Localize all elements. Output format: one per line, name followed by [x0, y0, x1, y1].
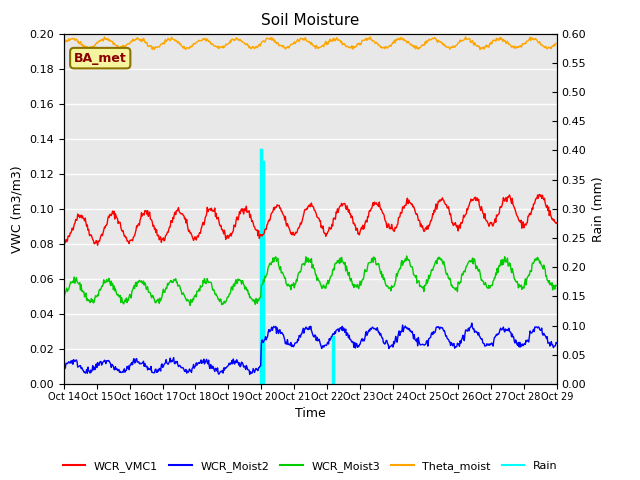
- WCR_Moist2: [60, 363, 68, 369]
- Theta_moist: [69, 36, 77, 41]
- WCR_Moist2: [120, 369, 127, 375]
- WCR_Moist3: [120, 301, 127, 307]
- WCR_Moist2: [69, 361, 77, 367]
- WCR_Moist2: [553, 340, 561, 346]
- WCR_Moist2: [246, 372, 253, 377]
- Legend: WCR_VMC1, WCR_Moist2, WCR_Moist3, Theta_moist, Rain: WCR_VMC1, WCR_Moist2, WCR_Moist3, Theta_…: [58, 457, 563, 477]
- Theta_moist: [476, 47, 484, 52]
- Theta_moist: [462, 34, 470, 40]
- WCR_Moist2: [196, 360, 204, 366]
- WCR_Moist3: [170, 277, 177, 283]
- Theta_moist: [553, 41, 561, 47]
- Y-axis label: VWC (m3/m3): VWC (m3/m3): [11, 165, 24, 252]
- WCR_Moist2: [468, 320, 476, 326]
- WCR_VMC1: [553, 220, 561, 226]
- Theta_moist: [385, 44, 392, 49]
- WCR_Moist3: [60, 295, 68, 301]
- Theta_moist: [370, 38, 378, 44]
- Theta_moist: [170, 36, 177, 42]
- WCR_VMC1: [60, 240, 68, 246]
- WCR_Moist3: [553, 283, 561, 288]
- WCR_Moist3: [69, 278, 77, 284]
- WCR_Moist2: [170, 355, 177, 360]
- WCR_VMC1: [93, 242, 101, 248]
- Y-axis label: Rain (mm): Rain (mm): [592, 176, 605, 241]
- WCR_Moist3: [403, 253, 410, 259]
- Line: WCR_VMC1: WCR_VMC1: [64, 194, 557, 245]
- Line: Theta_moist: Theta_moist: [64, 37, 557, 49]
- Line: WCR_Moist3: WCR_Moist3: [64, 256, 557, 305]
- WCR_VMC1: [196, 230, 204, 236]
- Line: WCR_Moist2: WCR_Moist2: [64, 323, 557, 374]
- Text: BA_met: BA_met: [74, 52, 127, 65]
- Theta_moist: [196, 38, 204, 44]
- WCR_VMC1: [69, 227, 77, 233]
- X-axis label: Time: Time: [295, 407, 326, 420]
- WCR_VMC1: [120, 233, 128, 239]
- WCR_Moist2: [385, 346, 393, 351]
- WCR_VMC1: [371, 199, 378, 205]
- WCR_Moist3: [385, 286, 393, 291]
- WCR_Moist3: [186, 302, 194, 308]
- WCR_Moist3: [371, 256, 378, 262]
- Theta_moist: [120, 44, 127, 50]
- Title: Soil Moisture: Soil Moisture: [261, 13, 360, 28]
- WCR_Moist2: [371, 325, 378, 331]
- WCR_VMC1: [536, 192, 543, 197]
- WCR_Moist3: [196, 283, 204, 288]
- WCR_VMC1: [170, 211, 178, 217]
- Theta_moist: [60, 41, 68, 47]
- WCR_VMC1: [385, 222, 393, 228]
